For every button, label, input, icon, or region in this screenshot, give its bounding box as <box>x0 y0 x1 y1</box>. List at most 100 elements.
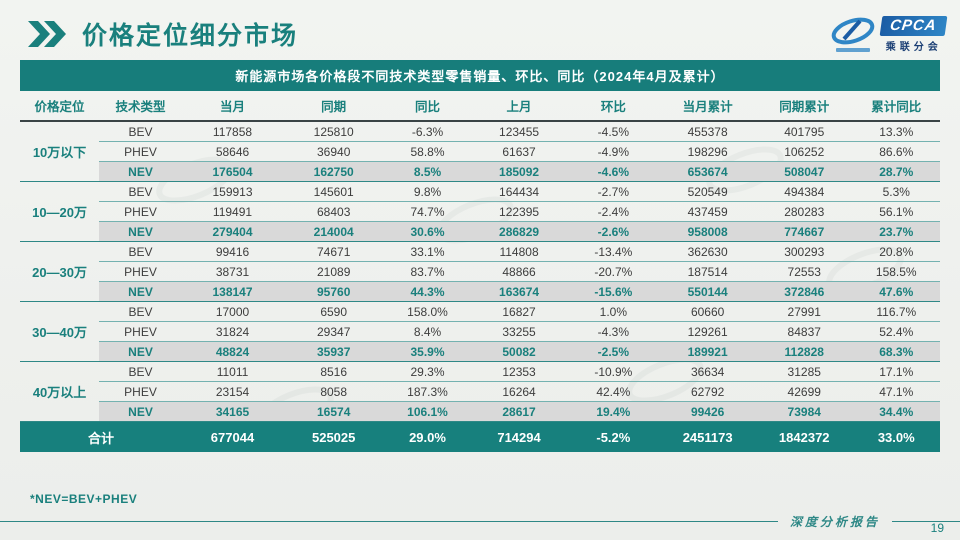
value-cell: 17000 <box>181 301 284 322</box>
cpca-swoosh-icon <box>830 17 876 52</box>
col-header: 同期 <box>283 91 385 122</box>
value-cell: 8.5% <box>384 161 471 182</box>
col-header: 当月 <box>181 91 284 122</box>
value-cell: -6.3% <box>384 121 471 142</box>
value-cell: -2.7% <box>567 181 660 202</box>
tech-type-cell: PHEV <box>99 321 182 342</box>
value-cell: 119491 <box>181 201 284 222</box>
value-cell: -4.3% <box>567 321 660 342</box>
value-cell: 68403 <box>283 201 385 222</box>
table-row: PHEV 119491 68403 74.7% 122395 -2.4% 437459 280… <box>20 201 940 222</box>
tech-type-cell: PHEV <box>99 381 182 402</box>
value-cell: -4.5% <box>567 121 660 142</box>
value-cell: 31285 <box>755 361 853 382</box>
table-section: 新能源市场各价格段不同技术类型零售销量、环比、同比（2024年4月及累计） 价格… <box>20 60 940 452</box>
value-cell: 187.3% <box>384 381 471 402</box>
value-cell: 125810 <box>283 121 385 142</box>
value-cell: 56.1% <box>852 201 940 222</box>
value-cell: 494384 <box>755 181 853 202</box>
value-cell: 23154 <box>181 381 284 402</box>
value-cell: 159913 <box>181 181 284 202</box>
value-cell: 20.8% <box>852 241 940 262</box>
value-cell: 437459 <box>659 201 756 222</box>
value-cell: 122395 <box>470 201 568 222</box>
table-row: PHEV 58646 36940 58.8% 61637 -4.9% 198296 10625… <box>20 141 940 162</box>
col-header: 价格定位 <box>20 91 100 122</box>
page-header: 价格定位细分市场 <box>0 0 960 58</box>
logo-micro-text <box>836 48 871 52</box>
value-cell: 116.7% <box>852 301 940 322</box>
value-cell: 36940 <box>283 141 385 162</box>
value-cell: 138147 <box>181 281 284 302</box>
tech-type-cell: BEV <box>99 241 182 262</box>
value-cell: 11011 <box>181 361 284 382</box>
col-header: 环比 <box>567 91 660 122</box>
value-cell: 35937 <box>283 341 385 362</box>
value-cell: 33255 <box>470 321 568 342</box>
table-row: NEV 138147 95760 44.3% 163674 -15.6% 550144 372… <box>20 281 940 302</box>
value-cell: 36634 <box>659 361 756 382</box>
value-cell: 73984 <box>755 401 853 422</box>
value-cell: -10.9% <box>567 361 660 382</box>
value-cell: 114808 <box>470 241 568 262</box>
value-cell: 29347 <box>283 321 385 342</box>
table-row: NEV 176504 162750 8.5% 185092 -4.6% 653674 5080… <box>20 161 940 182</box>
table-row: NEV 48824 35937 35.9% 50082 -2.5% 189921 112828… <box>20 341 940 362</box>
tech-type-cell: PHEV <box>99 261 182 282</box>
value-cell: 106.1% <box>384 401 471 422</box>
value-cell: -2.5% <box>567 341 660 362</box>
total-cell: 714294 <box>470 421 568 452</box>
tech-type-cell: NEV <box>99 161 182 182</box>
value-cell: 28617 <box>470 401 568 422</box>
value-cell: 23.7% <box>852 221 940 242</box>
value-cell: 187514 <box>659 261 756 282</box>
total-cell: 29.0% <box>384 421 471 452</box>
footer-divider <box>892 521 960 522</box>
value-cell: 29.3% <box>384 361 471 382</box>
value-cell: 99416 <box>181 241 284 262</box>
value-cell: 83.7% <box>384 261 471 282</box>
tech-type-cell: PHEV <box>99 201 182 222</box>
value-cell: -4.9% <box>567 141 660 162</box>
value-cell: 52.4% <box>852 321 940 342</box>
value-cell: 112828 <box>755 341 853 362</box>
value-cell: 774667 <box>755 221 853 242</box>
value-cell: 158.0% <box>384 301 471 322</box>
tech-type-cell: BEV <box>99 301 182 322</box>
table-body: 10万以下 BEV 117858 125810 -6.3% 123455 -4.5% 4553… <box>20 121 940 422</box>
value-cell: 72553 <box>755 261 853 282</box>
value-cell: 47.1% <box>852 381 940 402</box>
value-cell: 9.8% <box>384 181 471 202</box>
value-cell: 74671 <box>283 241 385 262</box>
value-cell: 34165 <box>181 401 284 422</box>
value-cell: 31824 <box>181 321 284 342</box>
tech-type-cell: NEV <box>99 401 182 422</box>
tech-type-cell: NEV <box>99 341 182 362</box>
tech-type-cell: BEV <box>99 121 182 142</box>
cpca-chinese-name: 乘联分会 <box>885 42 942 53</box>
total-label: 合计 <box>20 421 182 452</box>
footer-report-label: 深度分析报告 <box>789 515 880 529</box>
page-title: 价格定位细分市场 <box>82 22 299 50</box>
value-cell: 198296 <box>659 141 756 162</box>
value-cell: 68.3% <box>852 341 940 362</box>
value-cell: 16264 <box>470 381 568 402</box>
value-cell: 653674 <box>659 161 756 182</box>
table-row: NEV 34165 16574 106.1% 28617 19.4% 99426 73984 3… <box>20 401 940 422</box>
value-cell: 48824 <box>181 341 284 362</box>
value-cell: 8058 <box>283 381 385 402</box>
tech-type-cell: BEV <box>99 181 182 202</box>
table-row: 30—40万 BEV 17000 6590 158.0% 16827 1.0% 60660 27… <box>20 301 940 362</box>
total-cell: -5.2% <box>567 421 660 452</box>
value-cell: 286829 <box>470 221 568 242</box>
table-row: PHEV 38731 21089 83.7% 48866 -20.7% 187514 7255… <box>20 261 940 282</box>
value-cell: 84837 <box>755 321 853 342</box>
price-segment-label: 10万以下 <box>20 121 100 182</box>
value-cell: 958008 <box>659 221 756 242</box>
value-cell: 455378 <box>659 121 756 142</box>
table-row: PHEV 23154 8058 187.3% 16264 42.4% 62792 42699 4… <box>20 381 940 402</box>
value-cell: -2.6% <box>567 221 660 242</box>
table-header-row: 价格定位 技术类型 当月 同期 同比 上月 环比 当月累计 同期累计 累计同比 <box>20 91 940 122</box>
total-cell: 2451173 <box>659 421 756 452</box>
total-cell: 1842372 <box>755 421 853 452</box>
